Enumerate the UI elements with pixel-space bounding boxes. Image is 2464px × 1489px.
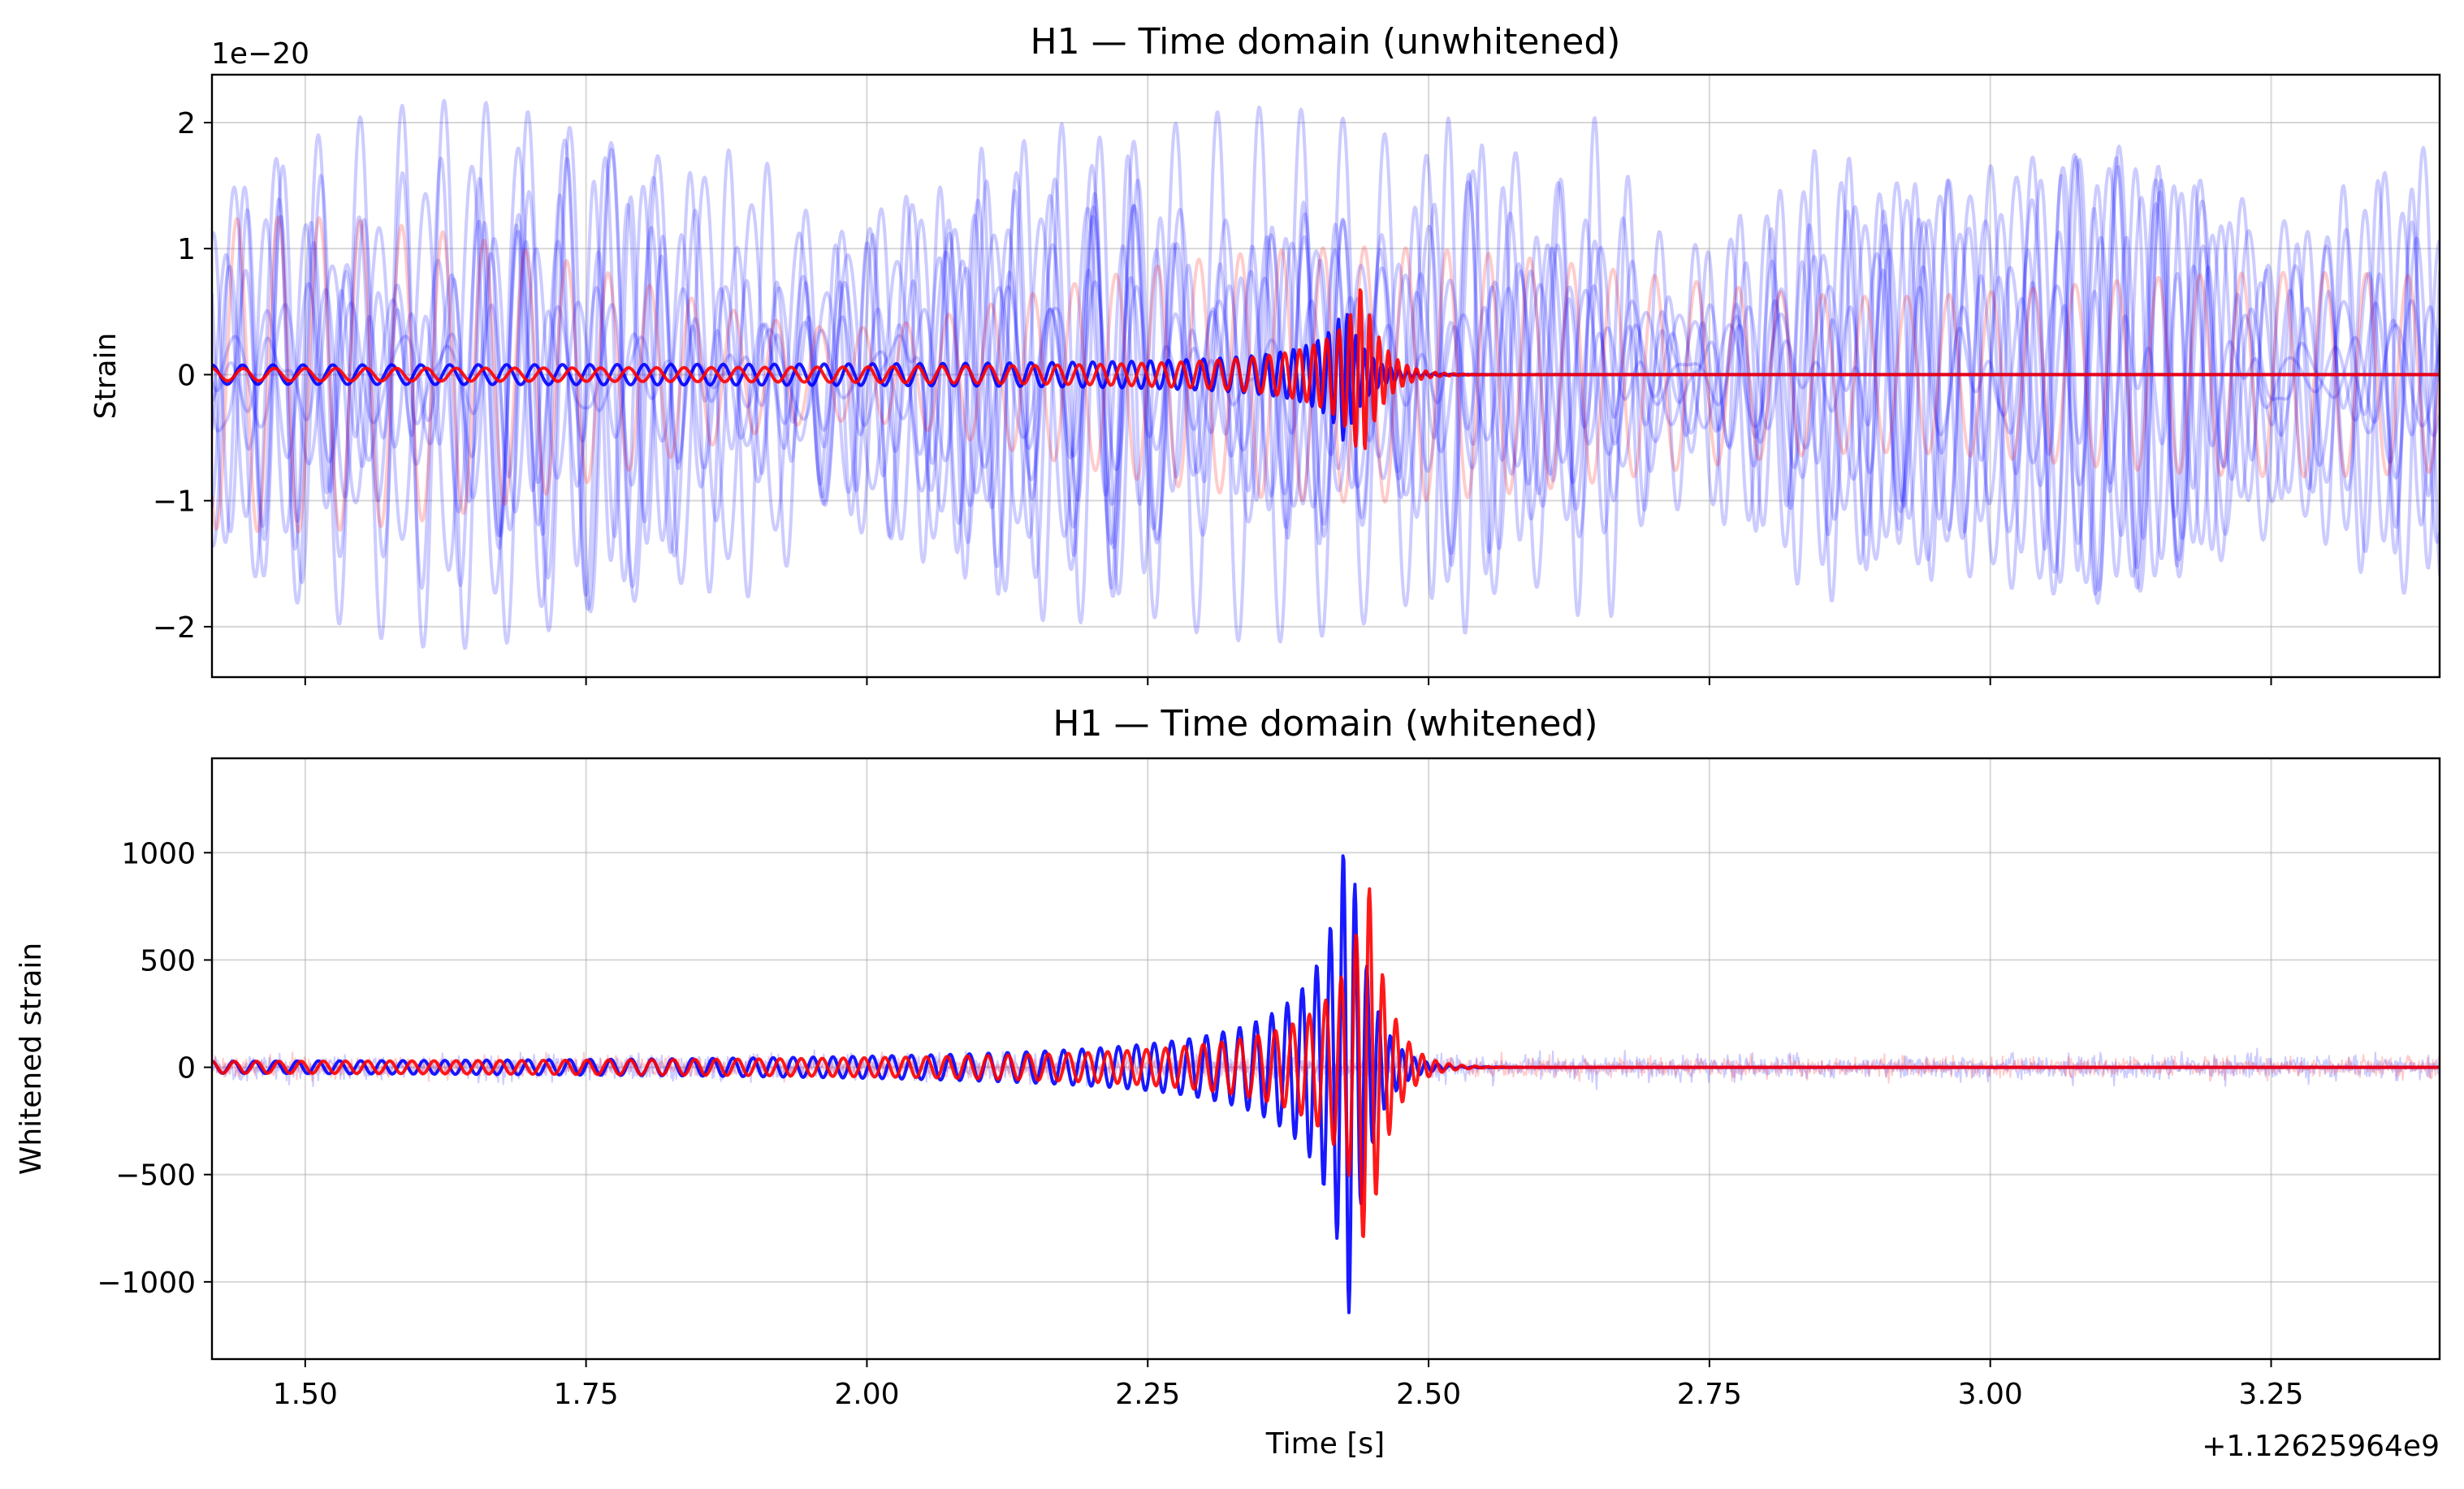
y-tick-label-bottom: 0 bbox=[177, 1052, 196, 1085]
series-group-top bbox=[212, 98, 2440, 650]
series-line-top-0 bbox=[212, 98, 2440, 650]
x-tick-label: 2.25 bbox=[1115, 1378, 1180, 1411]
panel-unwhitened: H1 — Time domain (unwhitened) 1e−20 −2 −1… bbox=[89, 21, 2441, 685]
x-tick-label: 1.75 bbox=[554, 1378, 619, 1411]
ticks-top: −2 −1 0 1 2 bbox=[153, 107, 2272, 685]
y-tick-label-bottom: −500 bbox=[115, 1159, 196, 1193]
x-tick-label: 2.50 bbox=[1396, 1378, 1461, 1411]
x-tick-label: 3.00 bbox=[1958, 1378, 2023, 1411]
series-group-bottom bbox=[212, 854, 2440, 1314]
y-tick-label-bottom: −1000 bbox=[97, 1267, 196, 1300]
y-tick-label-top: −1 bbox=[153, 486, 196, 519]
y-scale-label-top: 1e−20 bbox=[211, 37, 309, 71]
series-line-bottom-3 bbox=[212, 887, 2440, 1238]
y-tick-label-top: −2 bbox=[153, 611, 196, 645]
x-tick-label: 2.75 bbox=[1677, 1378, 1742, 1411]
x-tick-label: 3.25 bbox=[2238, 1378, 2303, 1411]
series-line-top-8 bbox=[212, 215, 2440, 534]
x-offset-label: +1.12625964e9 bbox=[2202, 1430, 2440, 1463]
series-line-bottom-2 bbox=[212, 854, 2440, 1314]
ticks-bottom: 1.50 1.75 2.00 2.25 2.50 2.75 3.00 3.25 −1000 −50… bbox=[97, 837, 2303, 1411]
y-axis-label-bottom: Whitened strain bbox=[15, 943, 48, 1176]
y-tick-label-top: 1 bbox=[177, 233, 196, 266]
y-tick-label-bottom: 1000 bbox=[121, 837, 196, 870]
series-line-top-6 bbox=[212, 122, 2440, 624]
series-line-top-1 bbox=[212, 149, 2440, 602]
x-axis-label: Time [s] bbox=[1265, 1427, 1385, 1461]
series-line-top-10 bbox=[212, 288, 2440, 451]
axes-frame-top bbox=[210, 73, 2441, 679]
x-tick-label: 1.50 bbox=[273, 1378, 338, 1411]
x-tick-label: 2.00 bbox=[834, 1378, 899, 1411]
y-tick-label-bottom: 500 bbox=[140, 944, 196, 978]
y-axis-label-top: Strain bbox=[89, 333, 123, 420]
series-line-top-7 bbox=[212, 192, 2440, 560]
axes-frame-bottom bbox=[210, 757, 2441, 1361]
series-line-top-3 bbox=[212, 116, 2440, 635]
chart-title-bottom: H1 — Time domain (whitened) bbox=[1053, 703, 1597, 744]
panel-whitened: H1 — Time domain (whitened) 1.50 1.75 2.00… bbox=[15, 703, 2441, 1463]
y-tick-label-top: 2 bbox=[177, 107, 196, 140]
y-tick-label-top: 0 bbox=[177, 359, 196, 392]
chart-title-top: H1 — Time domain (unwhitened) bbox=[1031, 21, 1621, 63]
